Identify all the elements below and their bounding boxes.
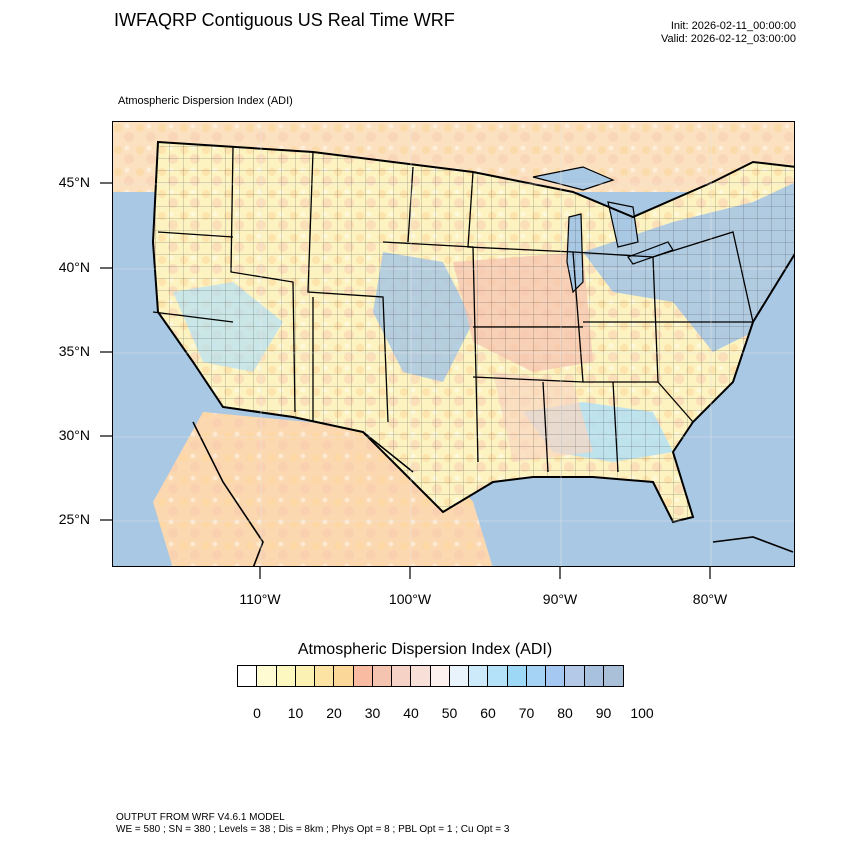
map-svg	[113, 122, 794, 566]
lon-label-90w: 90°W	[542, 591, 578, 607]
colorbar-swatch	[353, 666, 373, 686]
colorbar-tick-label: 50	[441, 705, 458, 721]
cuba	[712, 536, 794, 553]
baja-coast	[192, 421, 264, 566]
colorbar-tick-label: 10	[287, 705, 304, 721]
colorbar-tick-label: 0	[253, 705, 261, 721]
lat-label-35: 35°N	[58, 343, 90, 359]
colorbar-tick-label: 60	[480, 705, 496, 721]
colorbar-swatch	[392, 666, 412, 686]
colorbar-swatch	[565, 666, 585, 686]
colorbar-swatch	[469, 666, 489, 686]
colorbar-swatch	[372, 666, 392, 686]
colorbar-swatch	[315, 666, 335, 686]
colorbar-swatch	[238, 666, 258, 686]
colorbar-swatch	[526, 666, 546, 686]
lon-label-100w: 100°W	[388, 591, 432, 607]
figure-title: IWFAQRP Contiguous US Real Time WRF	[114, 10, 455, 30]
colorbar-swatch	[334, 666, 354, 686]
lat-label-40: 40°N	[58, 259, 90, 275]
field-label: Atmospheric Dispersion Index (ADI)	[118, 95, 293, 107]
colorbar-tick-label: 100	[630, 705, 654, 721]
colorbar-title: Atmospheric Dispersion Index (ADI)	[297, 641, 553, 658]
county-lines	[153, 142, 794, 522]
colorbar-swatch	[411, 666, 431, 686]
colorbar-swatch	[295, 666, 315, 686]
colorbar-tick-label: 90	[595, 705, 612, 721]
lat-label-25: 25°N	[58, 511, 90, 527]
colorbar-swatch	[546, 666, 566, 686]
init-time: Init: 2026-02-11_00:00:00	[670, 20, 796, 32]
colorbar-tick-label: 80	[557, 705, 573, 721]
model-info: OUTPUT FROM WRF V4.6.1 MODEL WE = 580 ; …	[116, 812, 509, 836]
colorbar	[237, 665, 624, 687]
valid-time: Valid: 2026-02-12_03:00:00	[661, 33, 796, 45]
colorbar-tick-label: 70	[518, 705, 535, 721]
map-panel	[112, 121, 795, 567]
colorbar-swatch	[488, 666, 508, 686]
colorbar-tick-label: 30	[364, 705, 381, 721]
lon-label-80w: 80°W	[692, 591, 728, 607]
model-config: WE = 580 ; SN = 380 ; Levels = 38 ; Dis …	[116, 824, 510, 835]
colorbar-swatch	[603, 666, 623, 686]
colorbar-swatch	[449, 666, 469, 686]
run-info: Init: 2026-02-11_00:00:00 Valid: 2026-02…	[661, 20, 796, 46]
colorbar-tick-label: 20	[326, 705, 342, 721]
lon-label-110w: 110°W	[239, 591, 281, 607]
lat-label-45: 45°N	[58, 174, 90, 190]
colorbar-swatch	[507, 666, 527, 686]
colorbar-swatch	[257, 666, 277, 686]
state-boundaries	[152, 146, 754, 473]
colorbar-swatch	[584, 666, 604, 686]
mexico-border	[222, 406, 414, 473]
colorbar-swatch	[276, 666, 296, 686]
colorbar-swatch	[430, 666, 450, 686]
colorbar-tick-label: 40	[403, 705, 419, 721]
graticule	[113, 122, 794, 566]
lat-label-30: 30°N	[58, 427, 90, 443]
model-version: OUTPUT FROM WRF V4.6.1 MODEL	[116, 812, 285, 823]
